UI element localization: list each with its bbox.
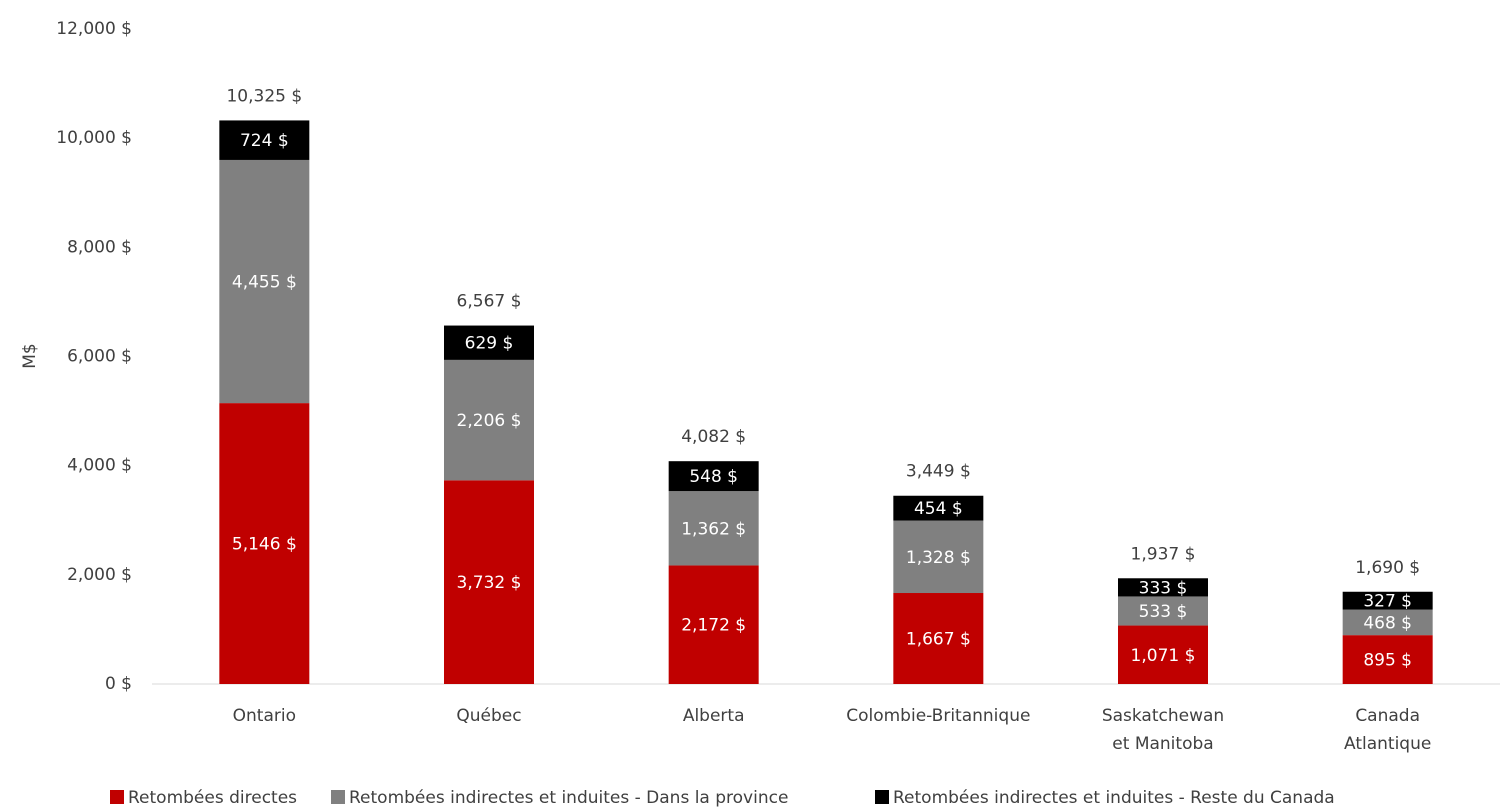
value-label: 895 $ (1363, 651, 1412, 671)
bar-segment (893, 495, 984, 521)
bar-segment (444, 325, 534, 360)
value-label: 2,206 $ (457, 411, 522, 431)
value-label: 1,362 $ (681, 519, 746, 539)
total-label: 4,082 $ (681, 427, 746, 447)
legend-swatch (110, 790, 124, 804)
bar-segment (1342, 609, 1433, 636)
total-label: 1,937 $ (1131, 544, 1196, 564)
total-label: 3,449 $ (906, 462, 971, 482)
bar-segment (219, 120, 310, 160)
value-label: 333 $ (1139, 578, 1188, 598)
bar-segment (668, 461, 759, 492)
bar-segment (893, 520, 984, 594)
y-axis-label: M$ (20, 343, 40, 368)
value-label: 1,667 $ (906, 630, 971, 650)
x-tick-label: Ontario (233, 706, 296, 726)
bar-segment (1118, 625, 1208, 684)
value-label: 533 $ (1139, 602, 1188, 622)
bar-segment (1118, 578, 1208, 597)
legend-label: Retombées indirectes et induites - Reste… (893, 788, 1335, 808)
bar-segment (893, 593, 984, 684)
x-tick-label: Canada Atlantique (1344, 706, 1431, 754)
legend-swatch (331, 790, 345, 804)
value-label: 1,071 $ (1131, 646, 1196, 666)
y-tick-label: 10,000 $ (56, 128, 132, 148)
value-label: 5,146 $ (232, 535, 297, 555)
value-label: 3,732 $ (457, 573, 522, 593)
bar-segment (1342, 591, 1433, 610)
legend-label: Retombées indirectes et induites - Dans … (349, 788, 788, 808)
bar-segment (444, 480, 534, 684)
y-tick-label: 8,000 $ (67, 237, 132, 257)
value-label: 468 $ (1363, 613, 1412, 633)
bar-segment (668, 565, 759, 684)
y-tick-label: 0 $ (105, 674, 132, 694)
x-tick-label: Alberta (683, 706, 745, 726)
total-label: 1,690 $ (1355, 558, 1420, 578)
bar-segment (444, 359, 534, 481)
value-label: 2,172 $ (681, 616, 746, 636)
value-label: 327 $ (1363, 592, 1412, 612)
total-label: 6,567 $ (457, 292, 522, 312)
x-tick-label: Colombie-Britannique (846, 706, 1030, 726)
value-label: 454 $ (914, 499, 963, 519)
total-label: 10,325 $ (226, 86, 302, 106)
bar-segment (1118, 596, 1208, 626)
value-label: 629 $ (465, 334, 514, 354)
x-tick-label: Québec (456, 706, 521, 726)
value-label: 724 $ (240, 131, 289, 151)
bar-segment (219, 403, 310, 684)
legend-swatch (875, 790, 889, 804)
value-label: 548 $ (689, 467, 738, 487)
y-tick-label: 6,000 $ (67, 347, 132, 367)
bar-segment (219, 159, 310, 404)
y-tick-label: 12,000 $ (56, 19, 132, 39)
legend-label: Retombées directes (128, 788, 297, 808)
bar-segment (668, 491, 759, 566)
bar-segment (1342, 635, 1433, 684)
value-label: 1,328 $ (906, 548, 971, 568)
y-tick-label: 4,000 $ (67, 456, 132, 476)
value-label: 4,455 $ (232, 273, 297, 293)
y-tick-label: 2,000 $ (67, 565, 132, 585)
x-tick-label: Saskatchewan et Manitoba (1102, 706, 1224, 754)
